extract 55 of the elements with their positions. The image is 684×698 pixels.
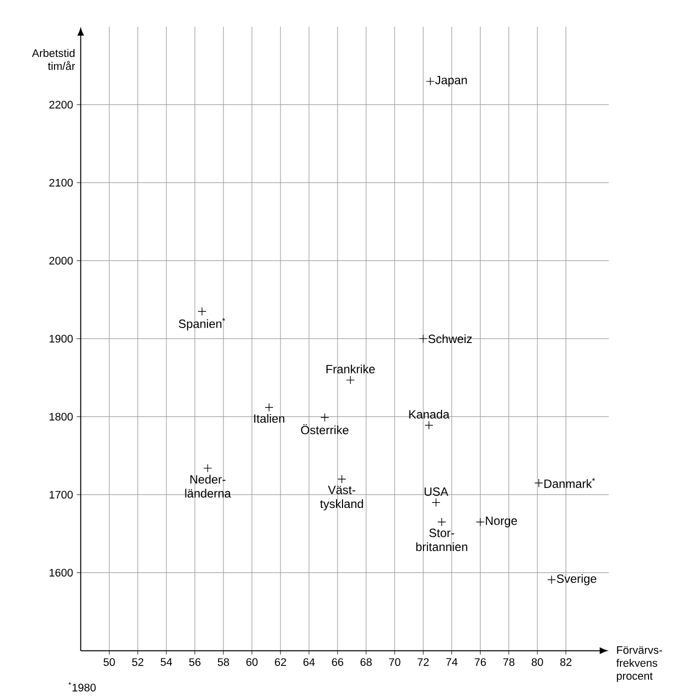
point [476,518,485,526]
annotation: Italien [254,414,284,423]
point [547,575,556,584]
annotation: Sverige [556,574,596,586]
x-tick-label: 76 [474,658,486,666]
x-tick-label: 74 [446,658,458,666]
annotation: USA [424,487,448,496]
x-tick-label: 60 [246,658,258,666]
x-tick-label: 68 [360,658,372,666]
x-tick-label: 64 [303,658,315,666]
point [198,307,206,316]
annotation: Stor-britannien [416,528,468,552]
x-tick-label: 66 [332,658,344,666]
x-tick-label: 82 [560,658,572,666]
annotation: Väst-tyskland [320,486,363,510]
x-tick-label: 52 [132,658,144,666]
annotation: Frankrike [326,364,375,374]
x-tick-label: 50 [104,658,115,666]
text: $^{*}$1980 [68,682,96,692]
annotation: Danmark$^{*}$ [544,478,595,488]
annotation: Kanada [409,410,450,419]
point [264,403,274,412]
x-tick-label: 62 [274,658,286,666]
y-tick-label: 1600 [50,568,73,577]
point [534,478,544,488]
x-tick-label: 70 [389,658,400,666]
y-tick-label: 1800 [50,412,73,421]
y-tick-label: 1700 [50,490,73,499]
point [346,376,355,384]
x-tick-label: 54 [160,658,172,666]
point [418,334,428,344]
y-tick-label: 1900 [50,334,73,343]
point [203,464,212,473]
y-tick-label: 2200 [49,100,73,109]
x-tick-label: 78 [503,658,514,666]
point [432,498,440,507]
y-axis-title: Arbetstid tim/år [32,48,76,70]
annotation: Schweiz [428,334,472,344]
point [424,420,434,430]
x-tick-label: 72 [418,658,429,666]
annotation: Spanien$^{*}$ [178,318,226,330]
point [426,76,435,86]
x-tick-label: 58 [218,658,230,666]
point [437,518,446,526]
annotation: Neder-länderna [185,474,231,498]
y-tick-label: 2000 [49,256,73,265]
annotation: Österrike [301,424,348,434]
x-tick-label: 80 [532,658,544,666]
annotation: Japan [435,76,467,87]
x-axis-title: Förvärvs-frekvens procent [616,646,662,682]
point [320,413,330,422]
point [338,474,346,484]
x-tick-label: 56 [189,658,200,666]
annotation: Norge [486,516,517,528]
y-tick-label: 2100 [49,178,73,187]
